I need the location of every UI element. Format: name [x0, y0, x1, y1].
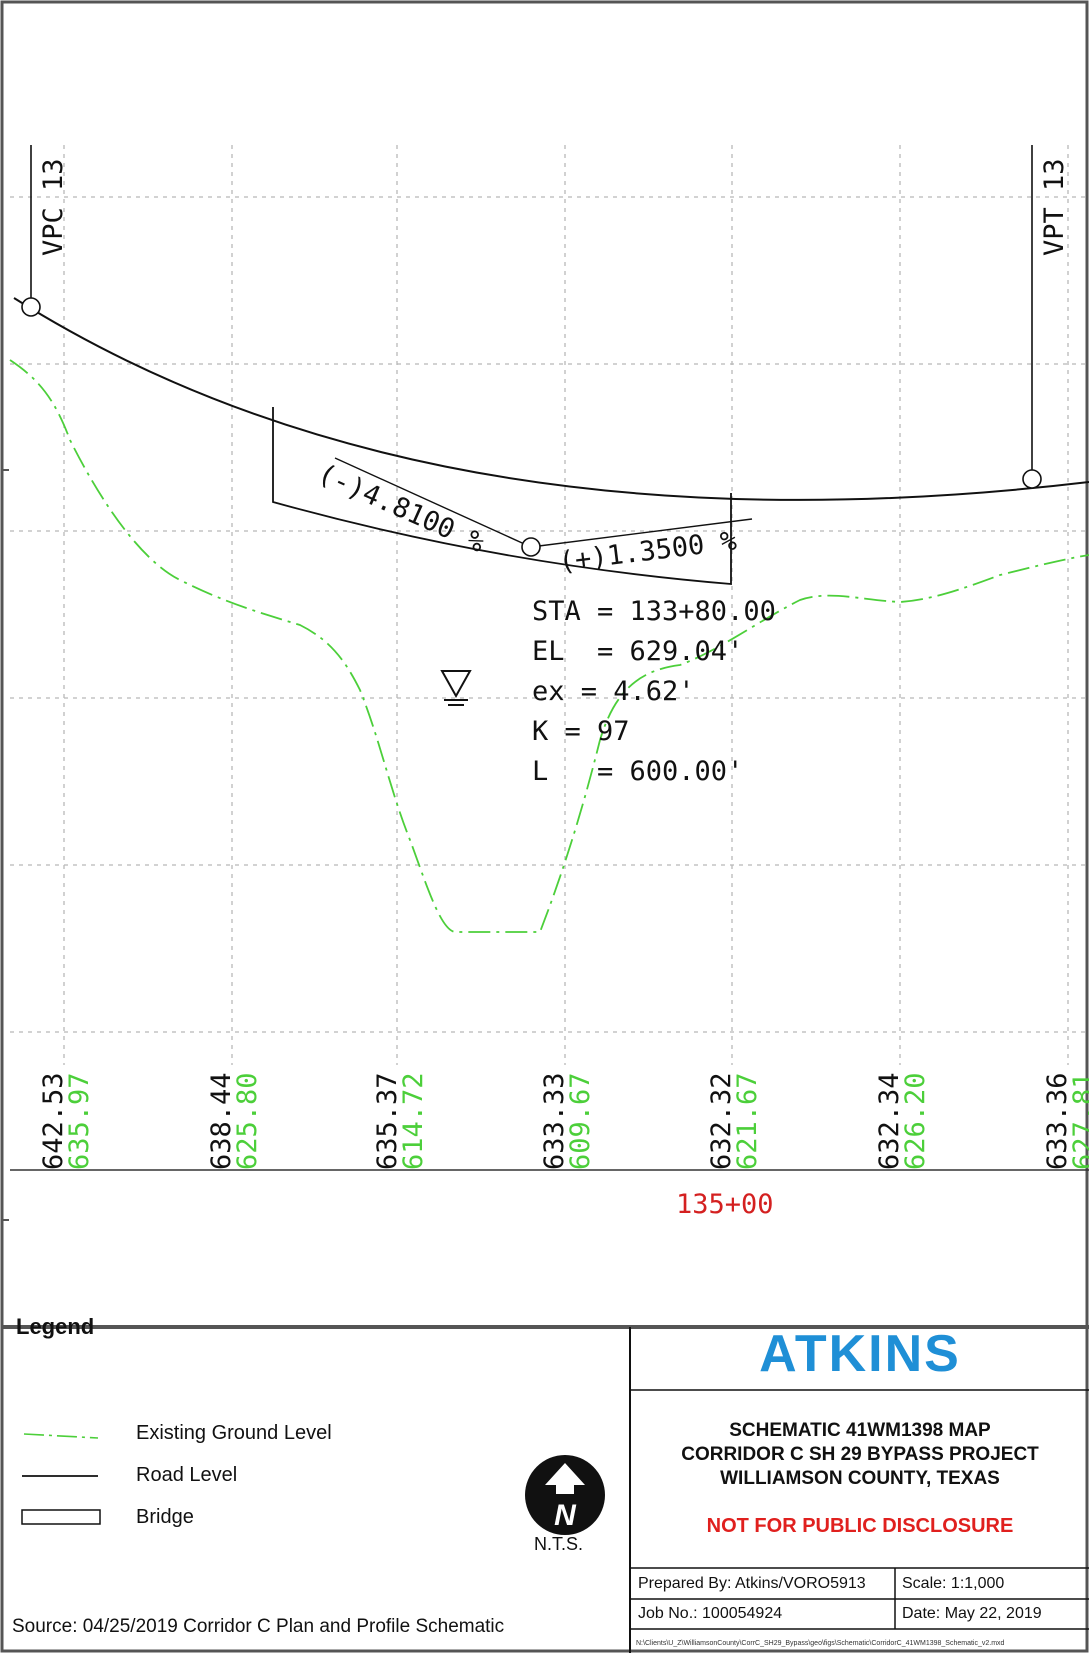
ground-elev-4: 609.67	[565, 1072, 596, 1170]
title-line-3: WILLIAMSON COUNTY, TEXAS	[720, 1468, 1000, 1489]
pvi-point	[521, 537, 541, 557]
water-level-icon	[440, 670, 472, 706]
ground-elev-3: 614.72	[398, 1072, 429, 1170]
ground-elev-6: 626.20	[900, 1072, 931, 1170]
scale-cell: Scale: 1:1,000	[902, 1575, 1005, 1592]
title-line-2: CORRIDOR C SH 29 BYPASS PROJECT	[681, 1444, 1039, 1465]
road-elev-6: 632.34	[874, 1072, 905, 1170]
grid	[10, 145, 1089, 1065]
ground-elev-1: 635.97	[64, 1072, 95, 1170]
atkins-logo: ATKINS	[759, 1325, 961, 1383]
existing-ground-line	[9, 359, 1089, 933]
legend-title: Legend	[16, 1314, 95, 1339]
road-level-line	[13, 297, 1089, 501]
north-letter: N	[554, 1499, 577, 1532]
vpc-marker	[21, 145, 41, 317]
title-line-1: SCHEMATIC 41WM1398 MAP	[729, 1420, 991, 1441]
scale-note: N.T.S.	[534, 1534, 584, 1554]
road-elev-1: 642.53	[38, 1072, 69, 1170]
curve-ex: ex = 4.62'	[532, 676, 695, 707]
job-number: Job No.: 100054924	[638, 1605, 783, 1622]
road-elev-2: 638.44	[206, 1072, 237, 1170]
road-elev-5: 632.32	[706, 1072, 737, 1170]
grade-in-label: (-)4.8100 %	[313, 458, 489, 559]
curve-l: L = 600.00'	[532, 756, 743, 787]
grade-out-label: (+)1.3500 %	[557, 525, 738, 578]
ground-elev-5: 621.67	[732, 1072, 763, 1170]
legend-item-ground: Existing Ground Level	[136, 1422, 332, 1444]
title-block-grid	[630, 1389, 1089, 1630]
date-cell: Date: May 22, 2019	[902, 1605, 1042, 1622]
legend-item-bridge: Bridge	[136, 1506, 194, 1528]
legend-bridge-symbol	[21, 1509, 101, 1525]
disclosure-notice: NOT FOR PUBLIC DISCLOSURE	[706, 1515, 1014, 1537]
road-elev-7: 633.36	[1042, 1072, 1073, 1170]
vpt-label: VPT 13	[1039, 158, 1070, 256]
curve-k: K = 97	[532, 716, 630, 747]
curve-data-block: STA = 133+80.00 EL = 629.04' ex = 4.62' …	[532, 596, 776, 787]
bridge-outline	[272, 407, 732, 585]
vpt-marker	[1022, 145, 1042, 489]
file-path: N:\Clients\U_Z\WilliamsonCounty\CorrC_SH…	[636, 1640, 1005, 1647]
curve-el: EL = 629.04'	[532, 636, 743, 667]
ground-elev-7: 627.81	[1068, 1072, 1089, 1170]
source-note: Source: 04/25/2019 Corridor C Plan and P…	[12, 1616, 505, 1637]
prepared-by: Prepared By: Atkins/VORO5913	[638, 1575, 866, 1592]
station-label: 135+00	[676, 1189, 774, 1220]
legend-item-road: Road Level	[136, 1464, 238, 1486]
elevation-labels: 642.53 635.97 638.44 625.80 635.37 614.7…	[38, 1072, 1089, 1170]
vpc-label: VPC 13	[38, 158, 69, 256]
ground-elev-2: 625.80	[232, 1072, 263, 1170]
curve-sta: STA = 133+80.00	[532, 596, 776, 627]
road-elev-4: 633.33	[539, 1072, 570, 1170]
road-elev-3: 635.37	[372, 1072, 403, 1170]
north-arrow-icon: N	[525, 1455, 605, 1535]
legend-ground-symbol	[23, 1433, 99, 1439]
